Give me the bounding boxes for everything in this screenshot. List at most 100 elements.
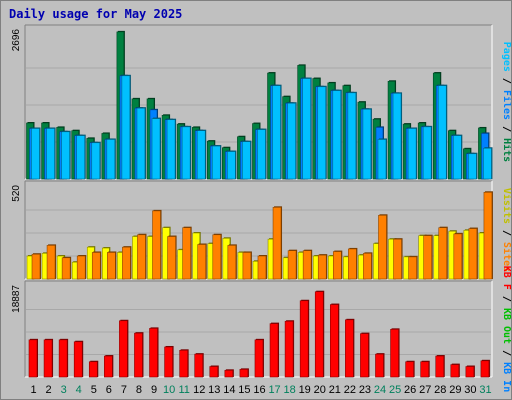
pages-bar bbox=[76, 135, 85, 180]
x-tick-label: 23 bbox=[359, 384, 371, 396]
kb-bar bbox=[480, 360, 490, 378]
kb-bar bbox=[73, 341, 83, 378]
pages-bar bbox=[31, 128, 40, 180]
sites-bar bbox=[302, 250, 312, 280]
bottom-panel-series-label-part: / bbox=[501, 344, 511, 362]
sites-bar bbox=[272, 207, 282, 280]
pages-bar bbox=[211, 145, 221, 180]
kb-bar bbox=[465, 366, 475, 378]
x-tick-label: 10 bbox=[163, 384, 175, 396]
sites-bar bbox=[137, 234, 146, 280]
x-tick-label: 20 bbox=[314, 384, 326, 396]
pages-bar bbox=[91, 142, 101, 180]
x-tick-label: 29 bbox=[449, 384, 461, 396]
kb-bar bbox=[224, 370, 234, 378]
pages-bar bbox=[151, 118, 161, 180]
pages-bar bbox=[227, 151, 236, 180]
top-panel-series-label-part: Pages bbox=[501, 42, 511, 72]
pages-bar bbox=[272, 85, 281, 180]
sites-bar bbox=[227, 245, 237, 280]
sites-bar bbox=[242, 252, 252, 280]
pages-bar bbox=[302, 78, 311, 180]
bottom-panel-series-label-part: KB F bbox=[501, 266, 511, 290]
top-panel-series-label: Pages / Files / Hits bbox=[501, 42, 511, 162]
kb-bar bbox=[254, 339, 264, 378]
sites-bar bbox=[31, 253, 41, 280]
middle-panel-ymax-label: 520 bbox=[11, 185, 22, 202]
kb-bar bbox=[43, 339, 53, 378]
kb-bar bbox=[420, 361, 429, 378]
x-tick-label: 6 bbox=[106, 384, 112, 396]
kb-bar bbox=[134, 332, 143, 378]
kb-bar bbox=[360, 333, 369, 378]
pages-bar bbox=[392, 93, 402, 180]
sites-bar bbox=[378, 215, 387, 280]
bottom-panel-series-label: KB F / KB Out / KB In bbox=[501, 266, 511, 392]
x-tick-label: 18 bbox=[284, 384, 296, 396]
bottom-panel-series-label-part: KB In bbox=[501, 362, 511, 392]
x-tick-label: 25 bbox=[389, 384, 401, 396]
pages-bar bbox=[422, 126, 432, 180]
x-tick-label: 8 bbox=[136, 384, 142, 396]
pages-bar bbox=[332, 90, 342, 180]
sites-bar bbox=[152, 210, 161, 280]
kb-bar bbox=[435, 355, 445, 378]
x-tick-label: 24 bbox=[374, 384, 386, 396]
kb-bar bbox=[390, 329, 399, 378]
kb-bar bbox=[375, 353, 384, 378]
x-tick-label: 14 bbox=[223, 384, 235, 396]
pages-bar bbox=[121, 75, 131, 180]
x-tick-label: 19 bbox=[299, 384, 311, 396]
kb-bar bbox=[88, 361, 98, 378]
sites-bar bbox=[468, 228, 478, 280]
x-tick-label: 27 bbox=[419, 384, 431, 396]
sites-bar bbox=[393, 238, 402, 280]
kb-bar bbox=[119, 320, 128, 378]
pages-bar bbox=[362, 108, 372, 180]
top-panel-series-label-part: / bbox=[501, 72, 511, 90]
x-tick-label: 17 bbox=[268, 384, 280, 396]
middle-panel-series-label-part: Sites bbox=[501, 242, 511, 272]
sites-bar bbox=[46, 245, 56, 280]
x-tick-label: 26 bbox=[404, 384, 416, 396]
pages-bar bbox=[453, 135, 462, 180]
sites-bar bbox=[363, 253, 372, 280]
x-tick-label: 22 bbox=[344, 384, 356, 396]
x-tick-label: 16 bbox=[253, 384, 265, 396]
sites-bar bbox=[61, 257, 71, 280]
sites-bar bbox=[76, 255, 86, 280]
sites-bar bbox=[257, 255, 267, 280]
x-tick-label: 15 bbox=[238, 384, 250, 396]
pages-bar bbox=[468, 153, 477, 180]
sites-bar bbox=[182, 227, 191, 280]
pages-bar bbox=[483, 147, 492, 180]
sites-bar bbox=[408, 256, 417, 280]
sites-bar bbox=[423, 235, 432, 280]
pages-bar bbox=[287, 102, 296, 180]
kb-bar bbox=[164, 346, 173, 378]
kb-bar bbox=[450, 364, 460, 378]
x-tick-label: 31 bbox=[479, 384, 491, 396]
top-panel-ymax-label: 2696 bbox=[11, 29, 22, 52]
sites-bar bbox=[348, 248, 357, 280]
kb-bar bbox=[405, 361, 414, 378]
pages-bar bbox=[407, 128, 417, 180]
kb-bar bbox=[269, 323, 279, 378]
x-tick-label: 7 bbox=[121, 384, 127, 396]
x-tick-label: 9 bbox=[151, 384, 157, 396]
chart-title: Daily usage for May 2025 bbox=[9, 7, 183, 21]
middle-panel-series-label-part: Visits bbox=[501, 188, 511, 224]
kb-bar bbox=[58, 339, 68, 378]
pages-bar bbox=[166, 119, 176, 180]
pages-bar bbox=[347, 92, 357, 180]
top-panel-series-label-part: Files bbox=[501, 90, 511, 120]
kb-bar bbox=[149, 328, 158, 378]
top-panel-series-label-part: / bbox=[501, 120, 511, 138]
x-tick-label: 3 bbox=[61, 384, 67, 396]
sites-bar bbox=[287, 250, 297, 280]
kb-bar bbox=[329, 304, 339, 378]
x-tick-label: 12 bbox=[193, 384, 205, 396]
pages-bar bbox=[46, 128, 55, 180]
